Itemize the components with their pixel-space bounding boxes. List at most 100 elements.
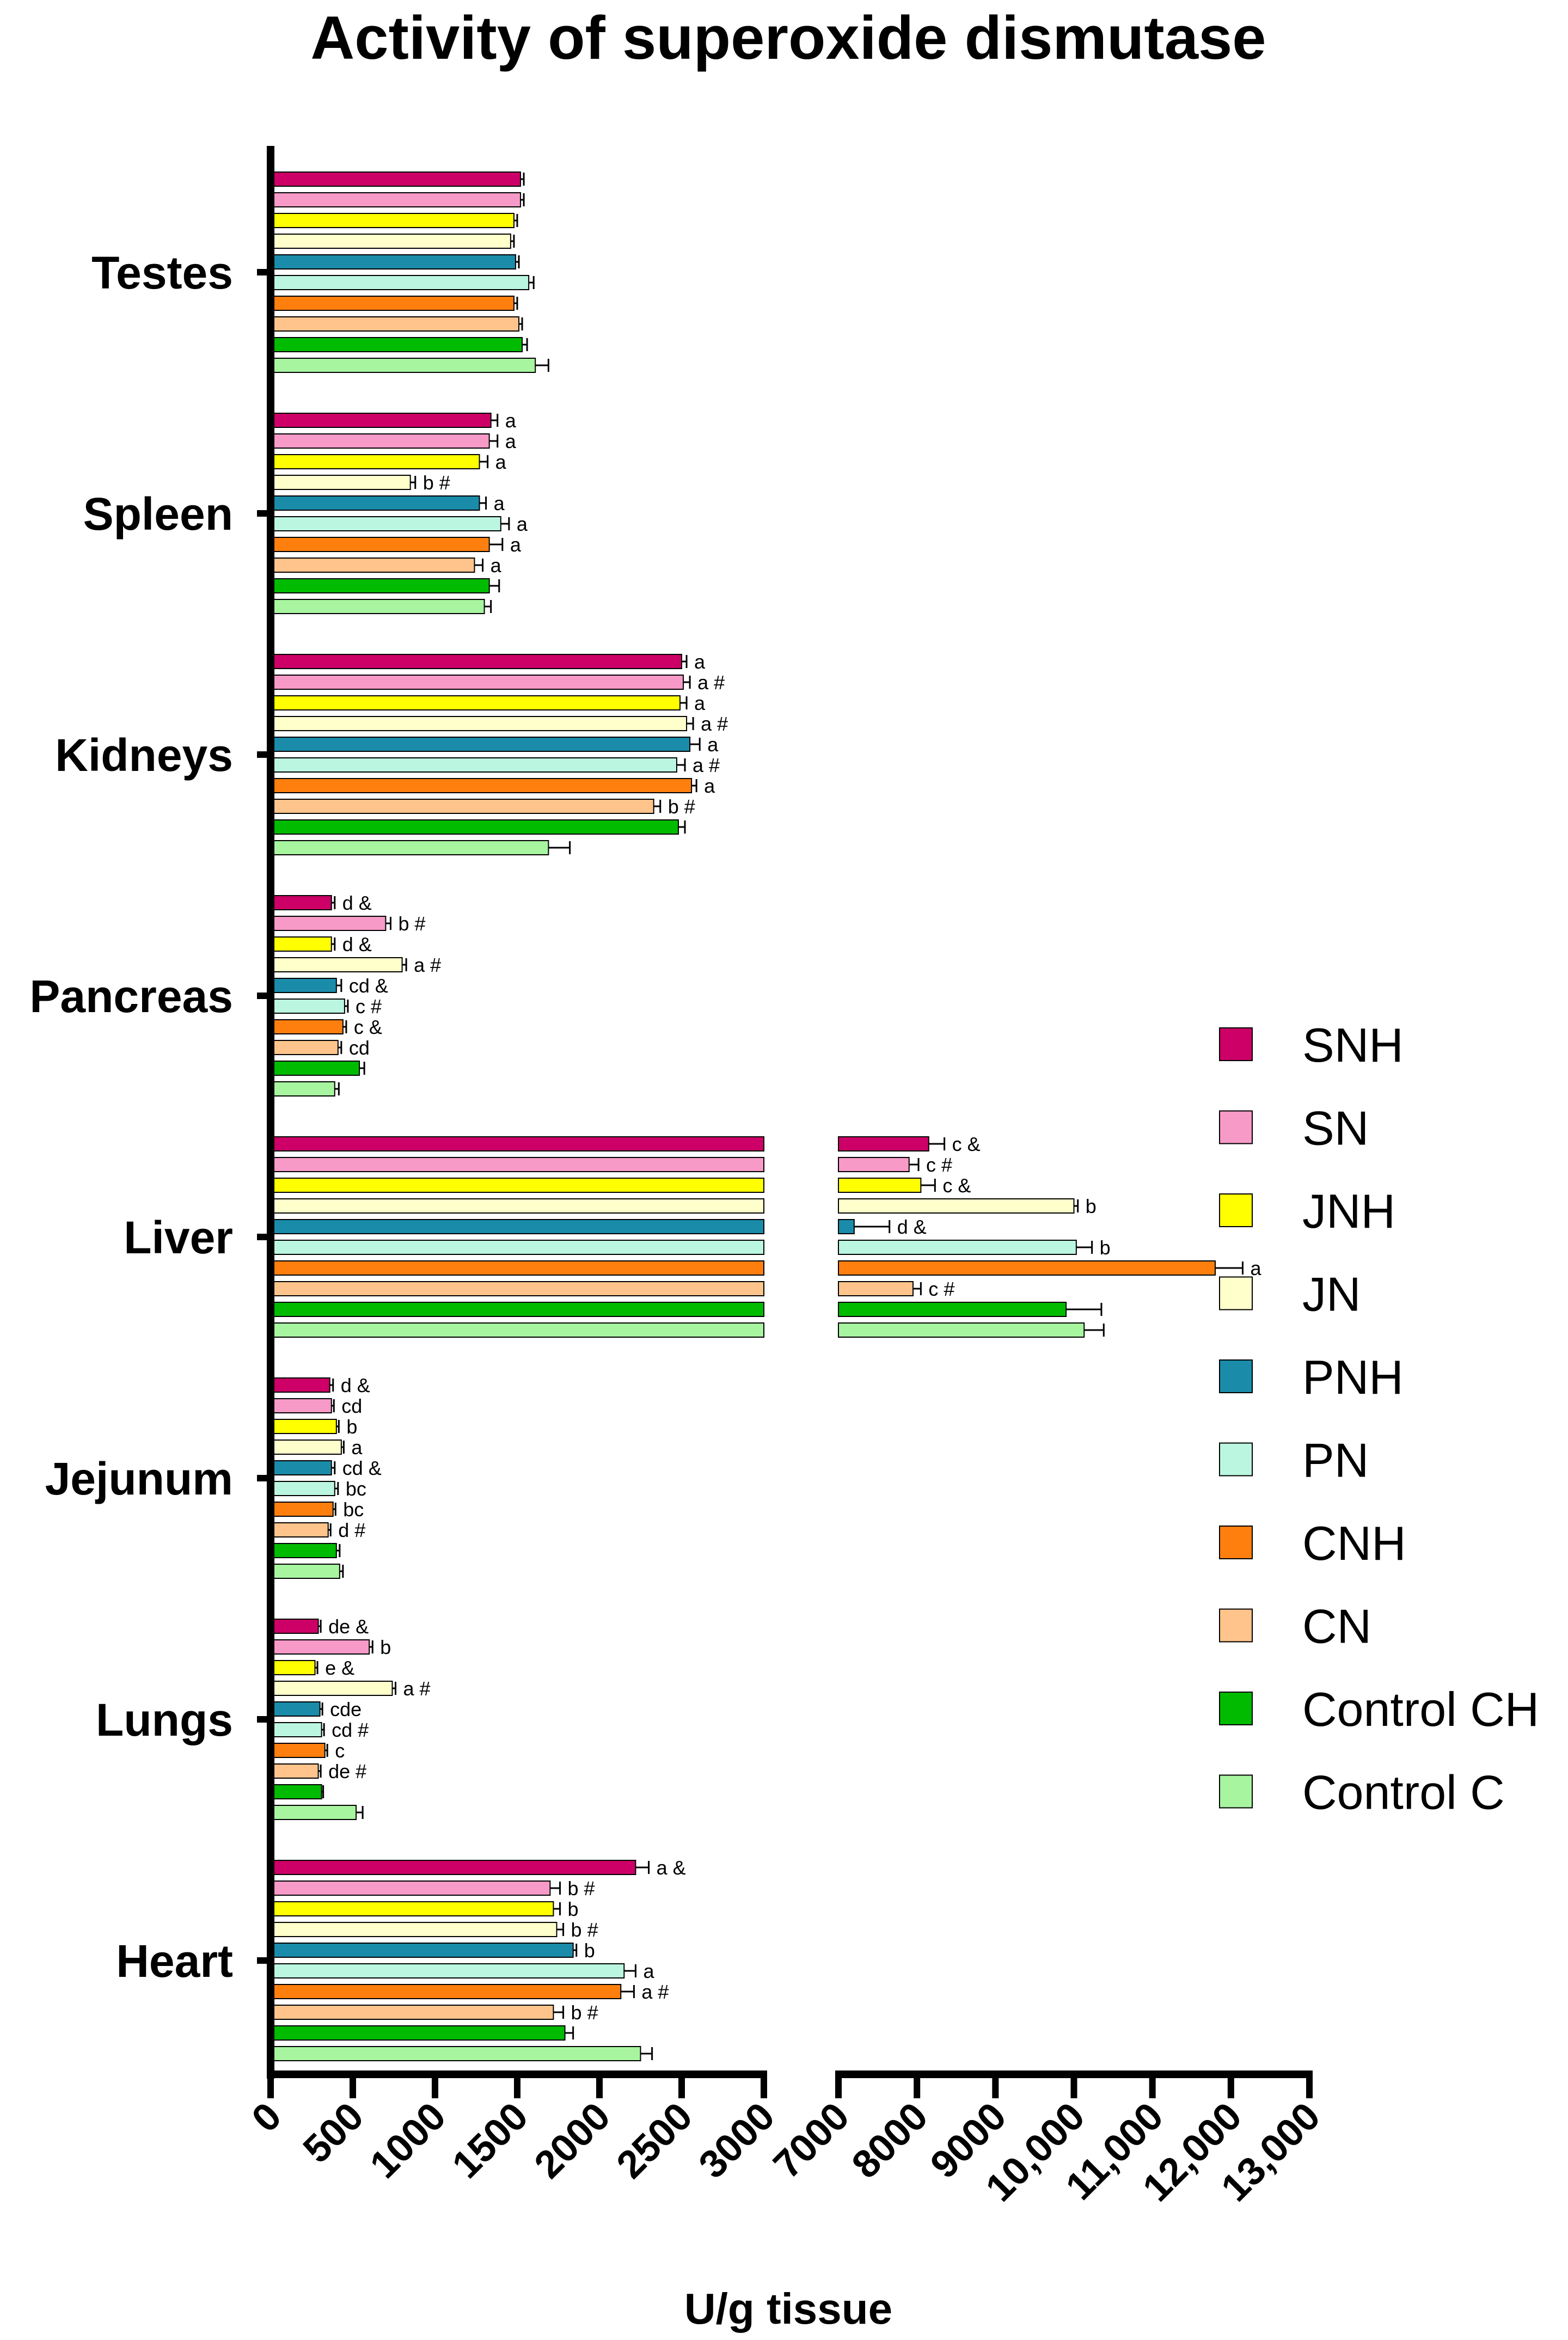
bar-testes-control-ch: [270, 337, 523, 352]
bar-liver-cnh-left: [270, 1260, 764, 1276]
significance-label: a: [694, 692, 706, 714]
category-label-pancreas: Pancreas: [29, 971, 233, 1022]
legend-swatch-cnh: [1219, 1526, 1253, 1559]
legend-label-jn: JN: [1302, 1267, 1361, 1321]
significance-label: c &: [942, 1174, 971, 1197]
legend-swatch-control-c: [1219, 1774, 1253, 1809]
legend-swatch-jnh: [1219, 1193, 1253, 1227]
significance-label: a #: [693, 754, 720, 776]
significance-label: c &: [952, 1133, 981, 1155]
significance-label: cd &: [342, 1457, 382, 1479]
significance-label: a: [694, 651, 706, 673]
bar-spleen-jnh: [270, 454, 480, 469]
bar-liver-sn-left: [270, 1157, 764, 1172]
significance-label: cd &: [349, 975, 388, 997]
significance-label: c: [335, 1739, 345, 1762]
bar-testes-jnh: [270, 213, 514, 228]
bar-spleen-control-ch: [270, 578, 490, 593]
legend-swatch-snh: [1219, 1027, 1253, 1061]
bar-spleen-sn: [270, 433, 490, 449]
bar-liver-cn-right: [838, 1281, 914, 1296]
legend-swatch-sn: [1219, 1110, 1253, 1144]
significance-label: a: [517, 513, 528, 535]
significance-label: a: [643, 1960, 654, 1982]
significance-label: b: [568, 1898, 579, 1920]
bar-kidneys-control-ch: [270, 819, 679, 835]
legend-label-pnh: PNH: [1302, 1350, 1404, 1404]
bar-heart-control-ch: [270, 2025, 566, 2041]
significance-label: cd: [341, 1395, 362, 1417]
significance-label: a: [505, 409, 517, 432]
category-label-jejunum: Jejunum: [45, 1453, 233, 1504]
bar-kidneys-control-c: [270, 840, 549, 855]
significance-label: b #: [571, 1919, 598, 1941]
bar-jejunum-cnh: [270, 1502, 334, 1517]
significance-label: cd: [349, 1037, 370, 1059]
bar-heart-pn: [270, 1963, 625, 1978]
significance-label: b #: [398, 912, 425, 935]
x-tick-label: 8000: [844, 2094, 936, 2187]
x-tick-label: 3000: [690, 2094, 783, 2187]
significance-label: cde: [330, 1698, 362, 1720]
category-label-heart: Heart: [116, 1935, 233, 1987]
bar-kidneys-jnh: [270, 695, 681, 710]
bar-heart-control-c: [270, 2046, 641, 2061]
bar-kidneys-jn: [270, 716, 688, 731]
category-label-lungs: Lungs: [96, 1694, 233, 1745]
legend-label-control-c: Control C: [1302, 1766, 1505, 1820]
significance-label: c #: [356, 995, 382, 1018]
bar-heart-cnh: [270, 1984, 622, 1999]
bar-jejunum-cn: [270, 1522, 329, 1537]
x-tick-label: 1500: [444, 2094, 536, 2187]
significance-label: b: [584, 1939, 595, 1962]
bar-pancreas-sn: [270, 916, 387, 931]
bar-liver-control-ch-left: [270, 1302, 764, 1317]
bar-pancreas-snh: [270, 895, 332, 910]
significance-label: a: [495, 451, 507, 473]
bar-liver-jnh-left: [270, 1178, 764, 1193]
significance-label: bc: [343, 1498, 364, 1521]
bar-kidneys-cnh: [270, 778, 693, 793]
x-tick-label: 2500: [608, 2094, 701, 2187]
bar-spleen-control-c: [270, 599, 485, 614]
significance-label: a: [707, 733, 719, 756]
bar-liver-pn-left: [270, 1240, 764, 1255]
bar-liver-sn-right: [838, 1157, 910, 1172]
bar-liver-jn-left: [270, 1198, 764, 1214]
bar-jejunum-snh: [270, 1377, 330, 1393]
significance-label: e &: [325, 1657, 354, 1679]
significance-label: a: [494, 492, 505, 514]
bar-heart-cn: [270, 2005, 554, 2020]
legend-label-cnh: CNH: [1302, 1516, 1406, 1570]
significance-label: a: [351, 1436, 363, 1459]
bar-pancreas-cn: [270, 1040, 339, 1055]
category-label-spleen: Spleen: [83, 488, 233, 540]
significance-label: c #: [926, 1154, 952, 1176]
significance-label: cd #: [332, 1719, 369, 1741]
bar-jejunum-pnh: [270, 1460, 332, 1475]
bar-kidneys-snh: [270, 654, 682, 669]
bar-liver-control-c-left: [270, 1322, 764, 1338]
bar-heart-jn: [270, 1922, 558, 1937]
bar-spleen-pn: [270, 516, 501, 531]
bar-liver-control-ch-right: [838, 1302, 1067, 1317]
significance-label: b: [380, 1636, 391, 1658]
significance-label: de #: [328, 1760, 366, 1782]
significance-label: b #: [423, 471, 450, 494]
significance-label: a #: [403, 1677, 431, 1700]
significance-label: a #: [701, 713, 728, 735]
bar-lungs-cnh: [270, 1743, 326, 1758]
bar-spleen-pnh: [270, 495, 480, 511]
bar-kidneys-pn: [270, 757, 677, 773]
bar-lungs-control-c: [270, 1805, 357, 1820]
bar-lungs-jn: [270, 1681, 393, 1696]
legend-swatch-cn: [1219, 1608, 1253, 1643]
bar-liver-jn-right: [838, 1198, 1075, 1214]
significance-label: a #: [697, 671, 725, 694]
legend-label-sn: SN: [1302, 1101, 1369, 1155]
bar-lungs-snh: [270, 1619, 319, 1634]
bar-liver-cnh-right: [838, 1260, 1216, 1276]
category-label-liver: Liver: [124, 1212, 233, 1263]
legend-swatch-pn: [1219, 1442, 1253, 1477]
bar-liver-control-c-right: [838, 1322, 1085, 1338]
